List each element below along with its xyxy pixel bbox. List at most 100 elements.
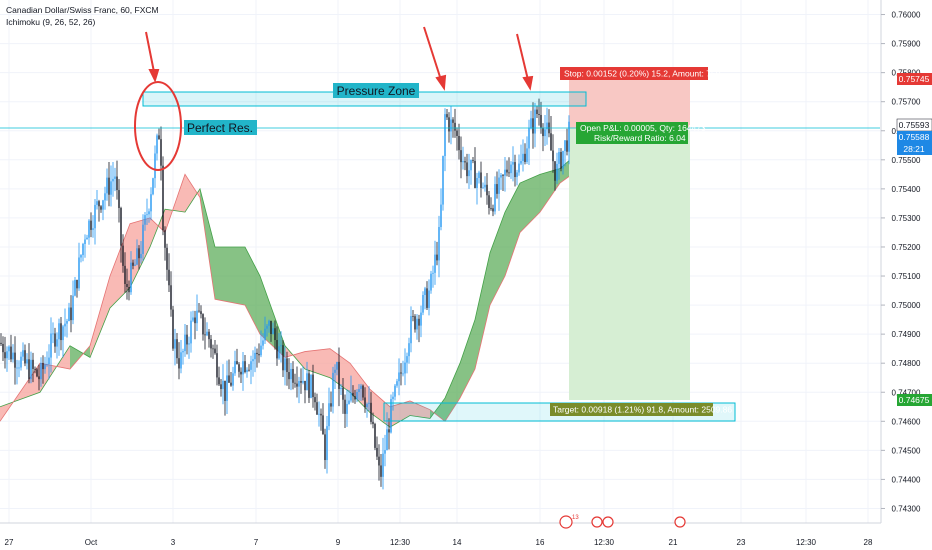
- candle-body: [144, 215, 146, 225]
- candle-body: [546, 122, 548, 130]
- candle-body: [152, 178, 154, 195]
- entry-price-badge-bg: [897, 131, 932, 143]
- candle-body: [188, 343, 190, 345]
- candle-body: [554, 161, 556, 181]
- candle-body: [436, 254, 438, 261]
- candle-body: [178, 358, 180, 369]
- candle-body: [332, 372, 334, 407]
- candle-body: [148, 211, 150, 215]
- candle-body: [466, 162, 468, 177]
- take-profit-area[interactable]: [569, 128, 690, 400]
- countdown-badge-bg: [897, 143, 932, 155]
- candle-body: [342, 387, 344, 400]
- candle-body: [168, 269, 170, 286]
- candle-body: [390, 399, 392, 433]
- cloud-segment-bear: [305, 348, 330, 378]
- candle-body: [0, 342, 2, 344]
- perfect-res-label-bg: [184, 120, 257, 135]
- candle-body: [246, 369, 248, 372]
- candle-body: [250, 361, 252, 370]
- candle-body: [392, 396, 394, 400]
- cloud-segment-bull: [460, 319, 475, 399]
- candle-body: [28, 359, 30, 380]
- target-label: Target: 0.00918 (1.21%) 91.8, Amount: 25…: [553, 405, 732, 415]
- arrow-2-head: [435, 74, 447, 91]
- price-axis[interactable]: [881, 0, 932, 523]
- candle-body: [358, 388, 360, 393]
- candle-body: [326, 426, 328, 461]
- candle-body: [378, 456, 380, 466]
- candle-body: [336, 361, 338, 370]
- candle-body: [530, 118, 532, 129]
- candle-body: [396, 381, 398, 386]
- time-tick-label: 14: [453, 538, 462, 547]
- price-tick-label: 0.76000: [892, 11, 921, 20]
- candle-body: [382, 453, 384, 477]
- candle-body: [278, 346, 280, 359]
- candle-body: [292, 368, 294, 383]
- candle-body: [218, 377, 220, 385]
- candle-body: [404, 362, 406, 374]
- candle-body: [22, 350, 24, 357]
- event-icons[interactable]: 13: [559, 515, 686, 529]
- candle-body: [356, 392, 358, 400]
- candle-body: [460, 150, 462, 163]
- candle-body: [360, 385, 362, 389]
- candle-body: [240, 371, 242, 375]
- stop-price-badge-bg: [897, 73, 932, 85]
- candle-body: [272, 328, 274, 334]
- candle-body: [164, 230, 166, 248]
- candle-body: [114, 176, 116, 179]
- candle-body: [526, 148, 528, 162]
- senkou-span-a: [0, 135, 608, 428]
- candle-body: [236, 361, 238, 365]
- candle-body: [138, 248, 140, 259]
- open-pl-label-bg: [576, 122, 688, 144]
- candle-body: [128, 286, 130, 293]
- candle-body: [84, 239, 86, 244]
- candle-body: [422, 295, 424, 313]
- candle-body: [322, 415, 324, 435]
- candle-body: [16, 367, 18, 369]
- cloud-segment-bull: [520, 174, 540, 233]
- target-label-bg: [550, 403, 713, 416]
- candle-body: [426, 288, 428, 308]
- candle-body: [82, 243, 84, 256]
- candle-body: [508, 172, 510, 174]
- candle-body: [34, 368, 36, 370]
- candle-body: [4, 352, 6, 359]
- candle-body: [564, 140, 566, 151]
- candle-body: [462, 161, 464, 163]
- cloud-segment-bull: [475, 252, 490, 370]
- candle-body: [562, 150, 564, 169]
- ichimoku-cloud: [0, 135, 608, 428]
- cloud-segment-bear: [185, 174, 200, 213]
- candle-body: [150, 194, 152, 212]
- candle-body: [266, 325, 268, 329]
- candle-body: [338, 361, 340, 389]
- candle-body: [556, 163, 558, 181]
- candle-body: [258, 354, 260, 356]
- candle-body: [206, 331, 208, 336]
- time-axis[interactable]: [0, 523, 932, 550]
- candle-body: [488, 195, 490, 209]
- time-tick-label: 23: [737, 538, 746, 547]
- indicator-label[interactable]: Ichimoku (9, 26, 52, 26): [6, 17, 96, 27]
- candle-body: [140, 253, 142, 259]
- candle-body: [252, 359, 254, 362]
- candle-body: [208, 331, 210, 340]
- symbol-label[interactable]: Canadian Dollar/Swiss Franc, 60, FXCM: [6, 5, 159, 15]
- candle-body: [310, 374, 312, 398]
- price-tick-label: 0.75100: [892, 272, 921, 281]
- candle-body: [186, 334, 188, 345]
- time-tick-label: 3: [171, 538, 176, 547]
- arrow-1: [145, 31, 155, 73]
- candle-body: [386, 429, 388, 451]
- stop-loss-area[interactable]: [569, 80, 690, 128]
- candle-body: [260, 345, 262, 356]
- candle-body: [10, 346, 12, 360]
- candle-body: [100, 206, 102, 210]
- candle-body: [362, 385, 364, 398]
- candle-body: [124, 265, 126, 285]
